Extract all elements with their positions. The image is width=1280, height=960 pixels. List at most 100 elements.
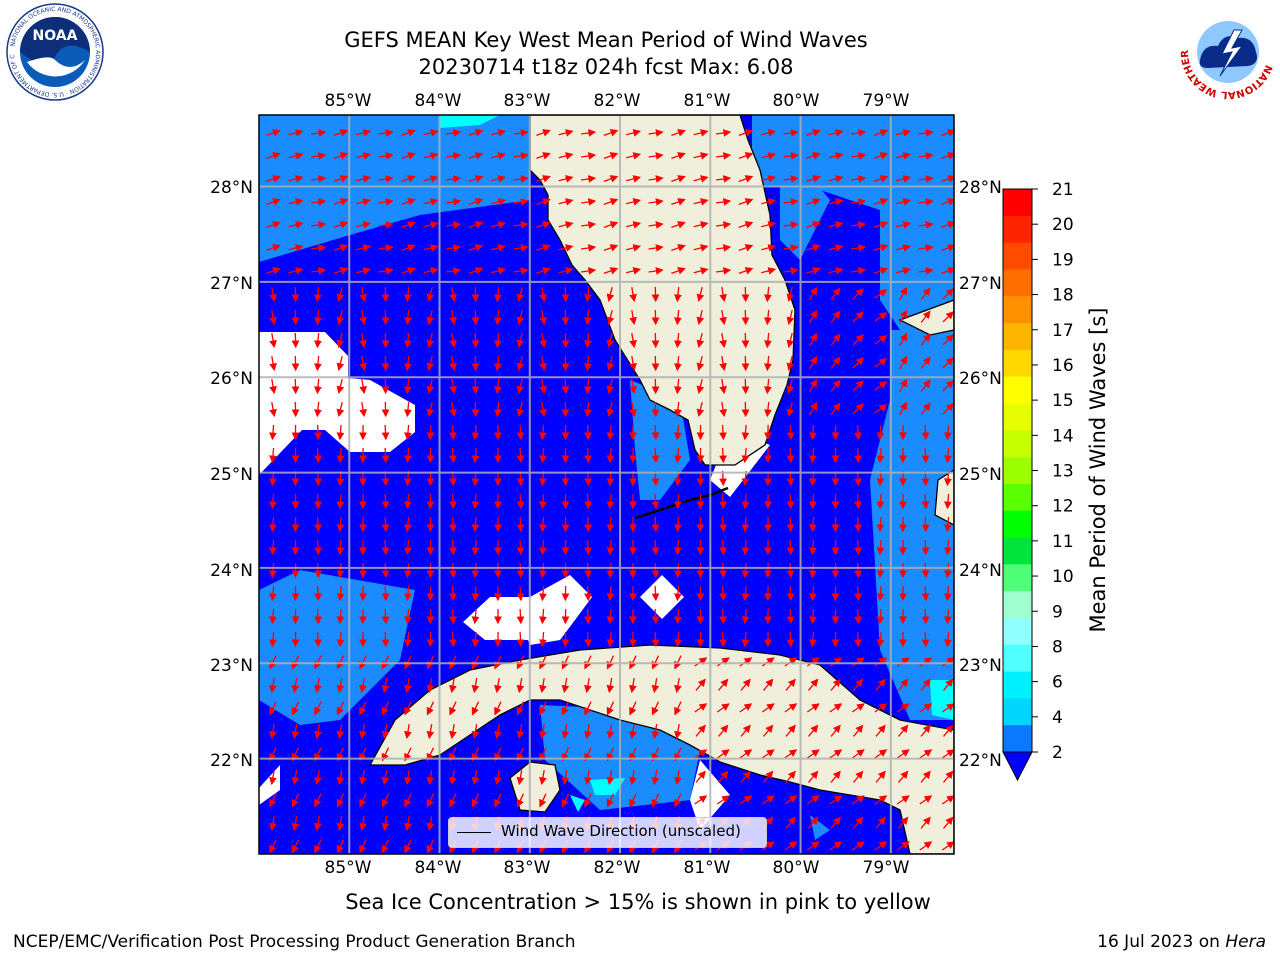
wave-arrow (629, 677, 637, 694)
colorbar-segment (1003, 617, 1032, 646)
wave-arrow (558, 244, 574, 252)
wave-arrow (381, 769, 390, 786)
wave-arrow (693, 267, 709, 275)
wave-arrow (651, 493, 660, 510)
wave-arrow (426, 287, 435, 303)
wave-arrow (494, 401, 502, 418)
wave-arrow (359, 286, 367, 303)
wave-arrow (851, 749, 865, 759)
wave-arrow (378, 221, 394, 229)
wave-arrow (401, 198, 416, 206)
wave-arrow (314, 769, 322, 786)
wave-arrow (539, 539, 547, 556)
wave-arrow (944, 516, 952, 533)
colorbar-segment (1003, 483, 1032, 512)
wave-arrow (381, 701, 390, 716)
wave-arrow (603, 221, 619, 229)
wave-arrow (896, 703, 910, 713)
wave-arrow (875, 770, 886, 783)
wave-arrow (851, 795, 865, 805)
wave-arrow (716, 152, 732, 160)
wave-arrow (336, 447, 345, 464)
wave-arrow (784, 703, 798, 713)
wave-arrow (516, 424, 525, 441)
wave-arrow (359, 839, 367, 854)
wave-arrow (806, 129, 821, 137)
wave-arrow (786, 379, 795, 395)
wave-arrow (828, 267, 844, 275)
wave-arrow (674, 447, 682, 464)
wave-arrow (314, 562, 322, 579)
chart-title: GEFS MEAN Key West Mean Period of Wind W… (344, 28, 868, 52)
wave-arrow (783, 267, 799, 275)
wave-arrow (336, 402, 345, 418)
wave-arrow (648, 221, 664, 229)
colorbar (1002, 188, 1033, 782)
wave-arrow (693, 244, 709, 252)
wave-arrow (288, 267, 304, 275)
wave-arrow (829, 657, 843, 667)
legend-label: Wind Wave Direction (unscaled) (501, 822, 741, 840)
wave-arrow (449, 631, 457, 648)
wave-arrow (311, 198, 327, 206)
wave-arrow (918, 267, 934, 275)
wave-arrow (651, 655, 660, 670)
wave-arrow (671, 221, 686, 229)
wave-arrow (539, 493, 547, 510)
wave-arrow (311, 175, 327, 183)
wave-arrow (876, 631, 885, 648)
wave-arrow (898, 678, 909, 691)
wave-arrow (761, 841, 775, 851)
wave-arrow (266, 175, 281, 183)
wave-arrow (356, 198, 372, 206)
wave-arrow (359, 793, 367, 808)
wave-arrow (873, 152, 889, 160)
map-frame (258, 114, 955, 855)
wave-arrow (603, 175, 619, 183)
wave-arrow (829, 703, 843, 713)
wave-arrow (851, 198, 867, 206)
wave-arrow (336, 769, 345, 786)
wave-arrow (356, 267, 372, 275)
wave-arrow (851, 703, 865, 713)
wave-arrow (851, 244, 867, 252)
wave-arrow (674, 424, 682, 441)
wave-arrow (716, 129, 732, 137)
wave-arrow (311, 267, 327, 275)
wave-arrow (404, 793, 412, 808)
colorbar-segment (1003, 323, 1032, 351)
wave-arrow (516, 402, 525, 418)
lon-label-bottom: 82°W (594, 858, 641, 878)
wave-arrow (539, 562, 547, 579)
wave-arrow (873, 267, 889, 275)
wave-arrow (333, 152, 349, 160)
wave-arrow (491, 152, 507, 160)
wave-arrow (852, 403, 864, 415)
wave-arrow (359, 355, 367, 372)
colorbar-segment (1003, 215, 1032, 244)
wave-arrow (539, 585, 547, 602)
wave-arrow (584, 424, 592, 441)
wave-arrow (336, 839, 345, 854)
wave-arrow (651, 793, 660, 808)
wave-arrow (584, 769, 592, 786)
wave-arrow (629, 401, 637, 418)
wave-arrow (852, 334, 864, 346)
wave-arrow (626, 175, 642, 183)
wave-arrow (696, 287, 705, 303)
wave-arrow (606, 402, 615, 418)
wave-arrow (356, 129, 372, 137)
wave-arrow (491, 244, 507, 252)
wave-arrow (763, 724, 774, 737)
wave-arrow (606, 608, 615, 625)
colorbar-segment (1003, 537, 1032, 565)
wave-arrow (921, 631, 930, 648)
wave-arrow (269, 701, 277, 716)
wave-arrow (266, 129, 281, 137)
wave-arrow (921, 424, 930, 441)
lat-label-left: 25°N (210, 465, 253, 485)
wave-arrow (898, 816, 909, 829)
wave-arrow (584, 401, 592, 418)
wave-arrow (471, 424, 480, 441)
wave-arrow (381, 631, 390, 648)
